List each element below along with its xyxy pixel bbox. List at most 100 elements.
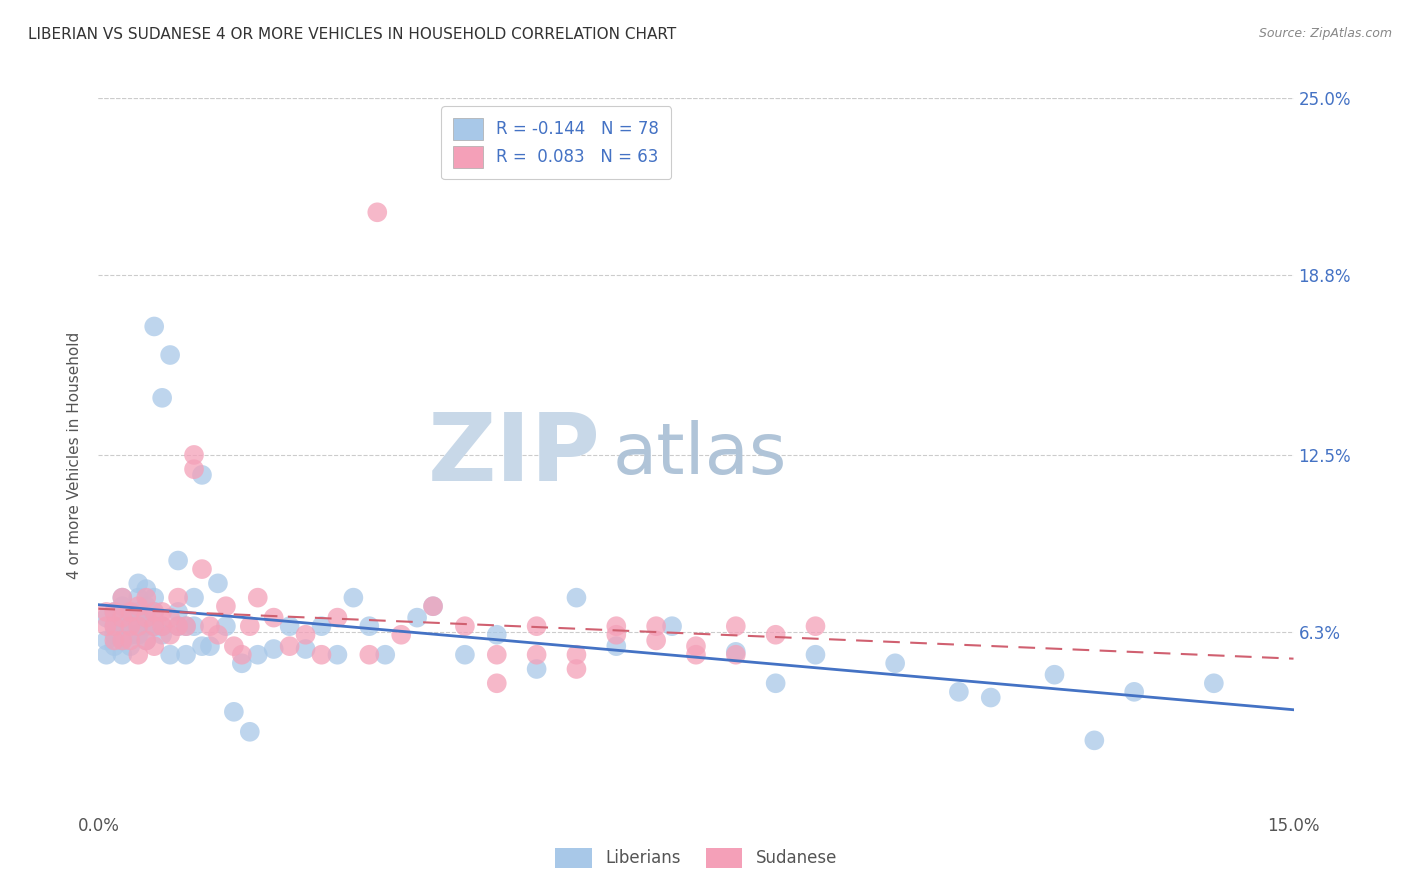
Point [120, 639, 142, 653]
Point [191, 639, 214, 653]
Point [804, 648, 827, 662]
Point [183, 591, 205, 605]
Legend: Liberians, Sudanese: Liberians, Sudanese [548, 841, 844, 875]
Point [135, 599, 157, 614]
Point [1083, 733, 1105, 747]
Point [454, 648, 477, 662]
Point [159, 610, 181, 624]
Point [765, 628, 787, 642]
Point [485, 676, 508, 690]
Point [645, 633, 668, 648]
Point [485, 628, 508, 642]
Point [135, 633, 157, 648]
Point [374, 648, 396, 662]
Point [150, 628, 173, 642]
Point [103, 619, 125, 633]
Point [1123, 685, 1146, 699]
Point [311, 619, 333, 633]
Point [207, 576, 229, 591]
Point [135, 591, 157, 605]
Point [565, 648, 588, 662]
Point [765, 676, 787, 690]
Point [150, 605, 173, 619]
Point [150, 619, 173, 633]
Point [143, 619, 166, 633]
Point [565, 591, 588, 605]
Point [724, 645, 747, 659]
Point [263, 610, 285, 624]
Point [120, 628, 142, 642]
Point [359, 648, 381, 662]
Point [174, 619, 197, 633]
Point [174, 648, 197, 662]
Point [422, 599, 444, 614]
Point [661, 619, 683, 633]
Point [96, 610, 118, 624]
Point [422, 599, 444, 614]
Point [167, 619, 190, 633]
Point [1043, 667, 1066, 681]
Point [605, 628, 627, 642]
Point [207, 628, 229, 642]
Point [111, 610, 134, 624]
Point [526, 619, 548, 633]
Point [111, 599, 134, 614]
Y-axis label: 4 or more Vehicles in Household: 4 or more Vehicles in Household [67, 331, 83, 579]
Point [120, 633, 142, 648]
Point [143, 619, 166, 633]
Point [143, 639, 166, 653]
Point [103, 605, 125, 619]
Point [278, 639, 301, 653]
Point [485, 648, 508, 662]
Point [239, 724, 262, 739]
Point [246, 591, 269, 605]
Point [1202, 676, 1225, 690]
Point [135, 619, 157, 633]
Point [135, 633, 157, 648]
Point [159, 348, 181, 362]
Point [246, 648, 269, 662]
Point [198, 619, 221, 633]
Point [183, 448, 205, 462]
Point [127, 619, 149, 633]
Point [135, 610, 157, 624]
Point [294, 642, 316, 657]
Text: LIBERIAN VS SUDANESE 4 OR MORE VEHICLES IN HOUSEHOLD CORRELATION CHART: LIBERIAN VS SUDANESE 4 OR MORE VEHICLES … [28, 27, 676, 42]
Point [159, 648, 181, 662]
Point [120, 619, 142, 633]
Point [143, 605, 166, 619]
Point [884, 657, 907, 671]
Point [645, 619, 668, 633]
Point [120, 610, 142, 624]
Point [804, 619, 827, 633]
Point [127, 628, 149, 642]
Point [526, 648, 548, 662]
Point [150, 619, 173, 633]
Point [685, 648, 707, 662]
Point [263, 642, 285, 657]
Point [326, 610, 349, 624]
Point [143, 605, 166, 619]
Point [127, 648, 149, 662]
Point [174, 619, 197, 633]
Text: atlas: atlas [613, 420, 787, 490]
Point [127, 605, 149, 619]
Point [342, 591, 364, 605]
Point [724, 648, 747, 662]
Point [389, 628, 412, 642]
Point [96, 619, 118, 633]
Point [96, 633, 118, 648]
Point [167, 605, 190, 619]
Point [724, 619, 747, 633]
Point [565, 662, 588, 676]
Point [278, 619, 301, 633]
Point [111, 591, 134, 605]
Point [359, 619, 381, 633]
Point [167, 619, 190, 633]
Point [96, 605, 118, 619]
Point [120, 605, 142, 619]
Point [159, 628, 181, 642]
Point [111, 633, 134, 648]
Point [311, 648, 333, 662]
Point [127, 599, 149, 614]
